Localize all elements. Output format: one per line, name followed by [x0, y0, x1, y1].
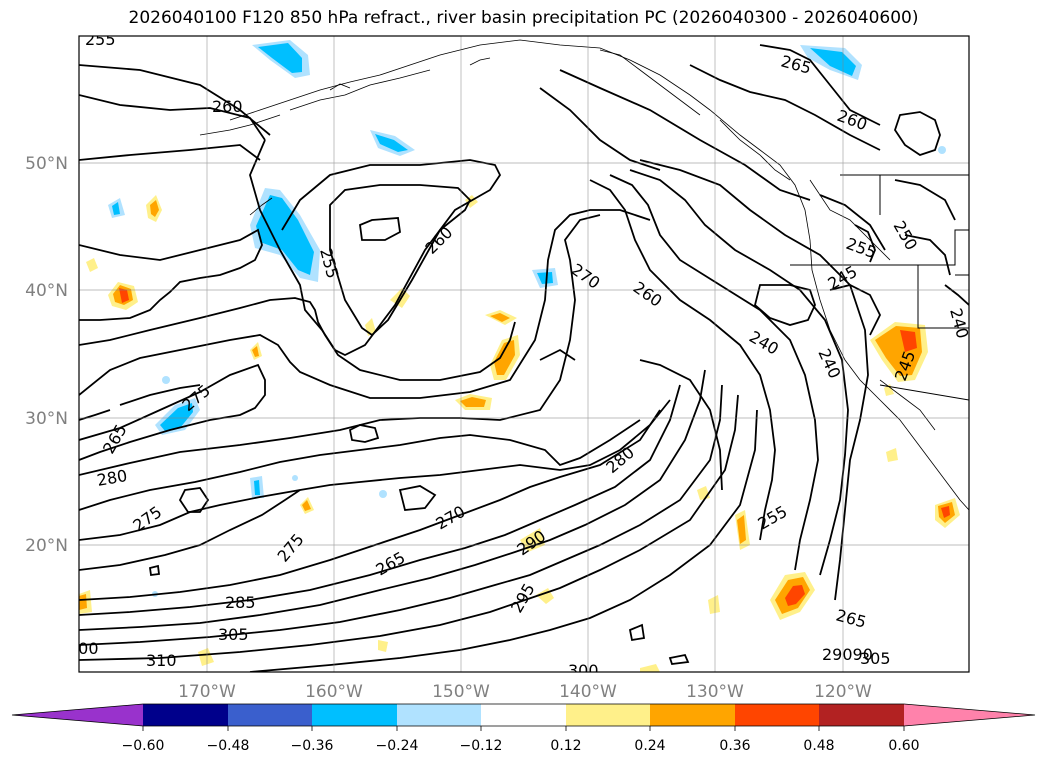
contour-label: 305 [860, 649, 891, 668]
map-frame [78, 35, 970, 673]
precipitation-shading [79, 40, 960, 672]
colorbar-tick-label: −0.60 [122, 738, 165, 754]
contour-label: 29090 [822, 645, 873, 664]
map-background [79, 36, 969, 672]
borders [790, 174, 969, 401]
contour-label: 260 [212, 97, 243, 116]
lat-label-30n: 30°N [25, 409, 68, 429]
lon-label-120w: 120°W [814, 682, 872, 702]
colorbar-tick-label: 0.12 [550, 738, 581, 754]
lon-label-160w: 160°W [305, 682, 363, 702]
colorbar: −0.60 −0.48 −0.36 −0.24 −0.12 0.12 0.24 … [11, 703, 1036, 754]
contour-label: 285 [225, 593, 256, 612]
lat-label-50n: 50°N [25, 154, 68, 174]
contour-label: 255 [85, 30, 116, 49]
colorbar-segment [735, 704, 819, 726]
colorbar-segment [397, 704, 481, 726]
contour-label: 240 [946, 306, 972, 340]
colorbar-segment [312, 704, 397, 726]
colorbar-segment [228, 704, 312, 726]
lat-label-20n: 20°N [25, 536, 68, 556]
colorbar-tick-label: 0.36 [719, 738, 750, 754]
lon-label-140w: 140°W [559, 682, 617, 702]
lon-label-170w: 170°W [178, 682, 236, 702]
coastlines [199, 39, 969, 511]
lon-label-130w: 130°W [686, 682, 744, 702]
colorbar-segment [819, 704, 904, 726]
longitude-labels: 170°W 160°W 150°W 140°W 130°W 120°W [178, 682, 872, 702]
colorbar-tick-label: −0.24 [376, 738, 419, 754]
map-title: 2026040100 F120 850 hPa refract., river … [128, 8, 919, 28]
contour-label: 300 [68, 639, 99, 658]
contour-label: 310 [146, 651, 177, 670]
colorbar-tick-label: −0.12 [460, 738, 503, 754]
contour-label: 300 [568, 661, 599, 680]
colorbar-tick-label: 0.48 [803, 738, 834, 754]
colorbar-segment [481, 704, 566, 726]
contour-label: 305 [218, 625, 249, 644]
colorbar-extend-high [904, 704, 1035, 726]
latitude-labels: 50°N 40°N 30°N 20°N [25, 154, 68, 556]
lat-label-40n: 40°N [25, 281, 68, 301]
graticule [79, 36, 969, 672]
colorbar-extend-low [12, 704, 143, 726]
refractivity-contours [79, 44, 969, 672]
colorbar-segment [650, 704, 735, 726]
lon-label-150w: 150°W [432, 682, 490, 702]
colorbar-tick-label: 0.24 [634, 738, 665, 754]
colorbar-tick-label: −0.48 [207, 738, 250, 754]
colorbar-segment [566, 704, 650, 726]
colorbar-segment [143, 704, 228, 726]
colorbar-tick-label: 0.60 [888, 738, 919, 754]
colorbar-tick-label: −0.36 [291, 738, 334, 754]
